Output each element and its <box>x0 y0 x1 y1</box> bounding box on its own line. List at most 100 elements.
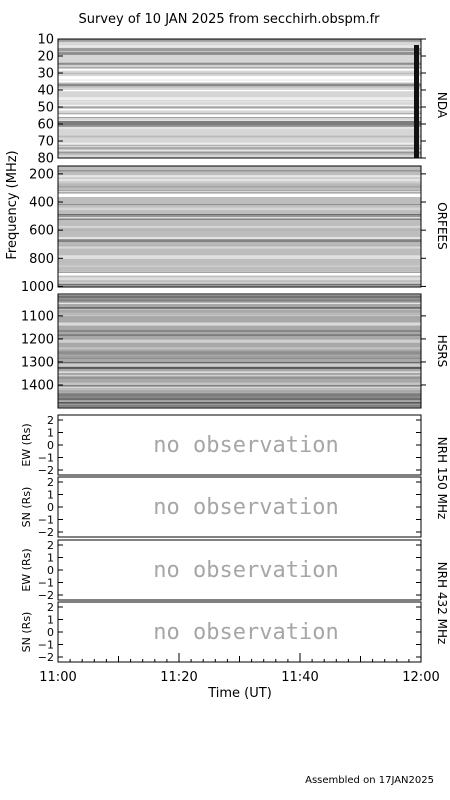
y-tick-label: 10 <box>37 33 54 48</box>
spectrogram-band <box>58 376 421 379</box>
nrh-axis-label: EW (Rs) <box>20 548 33 591</box>
spectrogram-band <box>58 219 421 223</box>
spectrogram-band <box>58 147 421 150</box>
y-tick-label: −2 <box>38 589 54 602</box>
y-tick-label: 200 <box>29 167 54 182</box>
hsrs-spectrogram <box>58 294 421 408</box>
x-tick-label: 11:00 <box>39 670 76 685</box>
spectrogram-band <box>58 182 421 184</box>
spectrogram-band <box>58 308 421 310</box>
spectrogram-band <box>58 356 421 358</box>
spectrogram-band <box>58 239 421 243</box>
spectrogram-band <box>58 193 421 197</box>
y-tick-label: 1 <box>47 427 54 440</box>
spectrogram-band <box>58 114 421 117</box>
nrh-432-label: NRH 432 MHz <box>435 562 449 645</box>
spectrogram-band <box>58 143 421 145</box>
hsrs-panel: 1100 1200 1300 1400 HSRS <box>21 293 449 409</box>
y-tick-label: 40 <box>37 84 54 99</box>
spectrogram-band <box>58 184 421 188</box>
orfees-label: ORFEES <box>435 202 449 249</box>
spectrogram-band <box>58 367 421 369</box>
spectrogram-band <box>58 299 421 302</box>
nrh-panel: 210−1−2 EW (Rs) no observation <box>20 414 422 477</box>
spectrogram-band <box>58 48 421 52</box>
spectrogram-band <box>58 109 421 111</box>
y-tick-label: 800 <box>29 252 54 267</box>
x-tick-label: 12:00 <box>402 670 439 685</box>
y-tick-label: 1400 <box>21 378 54 393</box>
spectrogram-band <box>58 124 421 126</box>
y-tick-label: 1 <box>47 552 54 565</box>
spectrogram-band <box>58 120 421 124</box>
spectrogram-band <box>58 277 421 281</box>
spectrogram-band <box>58 397 421 401</box>
y-tick-label: −1 <box>38 452 54 465</box>
y-tick-label: 1300 <box>21 355 54 370</box>
y-tick-label: 1000 <box>21 280 54 295</box>
spectrogram-band <box>58 216 421 217</box>
spectrogram-band <box>58 371 421 373</box>
spectrogram-band <box>58 262 421 266</box>
spectrogram-band <box>58 106 421 109</box>
no-observation-message: no observation <box>153 495 338 520</box>
spectrogram-band <box>58 307 421 309</box>
y-tick-label: −1 <box>38 639 54 652</box>
y-tick-label: 2 <box>47 601 54 614</box>
spectrogram-band <box>58 148 421 152</box>
spectrogram-band <box>58 169 421 171</box>
spectrogram-band <box>58 175 421 178</box>
spectrogram-band <box>58 357 421 359</box>
nda-dark-column <box>414 45 419 158</box>
spectrogram-band <box>58 246 421 249</box>
spectrogram-band <box>58 218 421 220</box>
y-tick-label: 1200 <box>21 332 54 347</box>
spectrogram-band <box>58 83 421 87</box>
no-observation-message: no observation <box>153 433 338 458</box>
y-tick-label: 0 <box>47 626 54 639</box>
y-tick-label: 2 <box>47 539 54 552</box>
spectrogram-band <box>58 214 421 216</box>
y-tick-label: 0 <box>47 501 54 514</box>
spectrogram-band <box>58 135 421 136</box>
spectrogram-band <box>58 103 421 106</box>
y-tick-label: 60 <box>37 118 54 133</box>
y-tick-label: −2 <box>38 526 54 539</box>
spectrogram-band <box>58 385 421 387</box>
spectrogram-band <box>58 113 421 116</box>
y-tick-label: 1100 <box>21 309 54 324</box>
spectrogram-band <box>58 316 421 318</box>
time-axis-label: Time (UT) <box>207 686 272 701</box>
nda-label: NDA <box>435 92 449 119</box>
spectrogram-band <box>58 393 421 397</box>
spectrogram-band <box>58 339 421 343</box>
nda-panel: 10 20 30 40 50 60 70 80 NDA <box>37 33 449 167</box>
spectrogram-band <box>58 347 421 350</box>
spectrogram-band <box>58 107 421 111</box>
nrh-axis-label: SN (Rs) <box>20 487 33 528</box>
y-tick-label: 600 <box>29 224 54 239</box>
spectrogram-band <box>58 396 421 398</box>
spectrogram-band <box>58 178 421 182</box>
spectrogram-band <box>58 80 421 83</box>
spectrogram-band <box>58 136 421 138</box>
spectrogram-band <box>58 100 421 103</box>
nrh-panel: 210−1−2 SN (Rs) no observation <box>20 476 422 539</box>
y-tick-label: 2 <box>47 476 54 489</box>
spectrogram-band <box>58 339 421 340</box>
spectrogram-band <box>58 402 421 405</box>
y-tick-label: 2 <box>47 414 54 427</box>
spectrogram-band <box>58 363 421 367</box>
spectrogram-band <box>58 322 421 326</box>
y-tick-label: 80 <box>37 152 54 167</box>
y-tick-label: 1 <box>47 614 54 627</box>
spectrogram-band <box>58 68 421 71</box>
spectrogram-band <box>58 352 421 355</box>
no-observation-message: no observation <box>153 558 338 583</box>
spectrogram-band <box>58 127 421 129</box>
spectrogram-band <box>58 62 421 65</box>
nrh-frame <box>57 414 422 476</box>
spectrogram-band <box>58 282 421 283</box>
spectrogram-band <box>58 225 421 228</box>
x-tick-label: 11:40 <box>281 670 318 685</box>
